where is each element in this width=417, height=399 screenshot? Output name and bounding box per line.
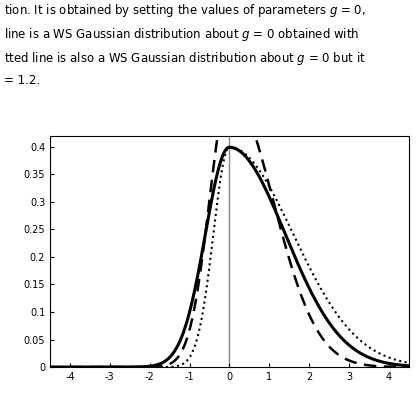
Text: = 1.2.: = 1.2. <box>4 74 40 87</box>
Text: tted line is also a WS Gaussian distribution about $g$ = 0 but it: tted line is also a WS Gaussian distribu… <box>4 50 366 67</box>
Text: tion. It is obtained by setting the values of parameters $g$ = 0,: tion. It is obtained by setting the valu… <box>4 2 366 19</box>
Text: line is a WS Gaussian distribution about $g$ = 0 obtained with: line is a WS Gaussian distribution about… <box>4 26 359 43</box>
